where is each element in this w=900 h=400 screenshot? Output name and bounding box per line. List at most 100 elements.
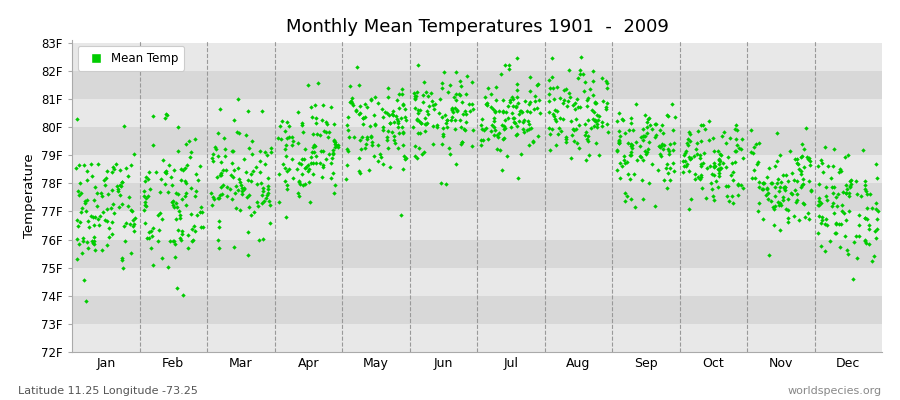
Point	[104, 169, 119, 176]
Point	[516, 126, 530, 132]
Point	[410, 62, 425, 68]
Point	[702, 118, 716, 124]
Point	[473, 122, 488, 128]
Point	[833, 166, 848, 172]
Point	[320, 128, 334, 135]
Point	[263, 220, 277, 226]
Point	[522, 121, 536, 128]
Point	[107, 210, 122, 216]
Point	[100, 206, 114, 212]
Point	[624, 152, 638, 158]
Point	[498, 117, 512, 123]
Point	[125, 208, 140, 214]
Point	[364, 139, 379, 146]
Point	[184, 211, 198, 218]
Point	[465, 79, 480, 86]
Point	[206, 150, 220, 157]
Point	[636, 196, 651, 202]
Point	[789, 156, 804, 162]
Point	[580, 103, 594, 110]
Point	[399, 117, 413, 124]
Point	[518, 98, 532, 104]
Point	[784, 190, 798, 196]
Point	[235, 185, 249, 191]
Point	[323, 160, 338, 166]
Point	[478, 94, 492, 100]
Point	[167, 254, 182, 260]
Point	[141, 229, 156, 235]
Bar	[72, 99, 882, 127]
Point	[787, 213, 801, 219]
Point	[657, 177, 671, 184]
Point	[392, 130, 407, 136]
Point	[146, 225, 160, 231]
Point	[506, 115, 520, 122]
Point	[687, 152, 701, 159]
Point	[586, 92, 600, 98]
Point	[382, 120, 397, 126]
Point	[158, 168, 172, 175]
Point	[340, 146, 355, 152]
Point	[143, 245, 157, 252]
Point	[255, 200, 269, 206]
Point	[794, 168, 808, 174]
Title: Monthly Mean Temperatures 1901  -  2009: Monthly Mean Temperatures 1901 - 2009	[285, 18, 669, 36]
Point	[273, 123, 287, 129]
Point	[359, 140, 374, 147]
Point	[375, 127, 390, 133]
Point	[327, 190, 341, 196]
Point	[181, 232, 195, 238]
Point	[814, 242, 829, 249]
Point	[362, 167, 376, 173]
Point	[115, 179, 130, 185]
Point	[280, 182, 294, 188]
Point	[766, 204, 780, 210]
Point	[761, 165, 776, 171]
Point	[495, 167, 509, 173]
Point	[824, 183, 839, 190]
Point	[137, 207, 151, 214]
Point	[246, 168, 260, 174]
Point	[689, 145, 704, 152]
Point	[364, 96, 378, 102]
Point	[858, 214, 872, 221]
Point	[712, 170, 726, 176]
Point	[682, 138, 697, 144]
Point	[102, 225, 116, 231]
Point	[772, 226, 787, 233]
Point	[324, 104, 338, 110]
Point	[755, 186, 770, 192]
Point	[320, 120, 334, 127]
Point	[306, 144, 320, 150]
Point	[389, 113, 403, 120]
Point	[395, 86, 410, 92]
Point	[724, 172, 738, 178]
Point	[716, 160, 731, 166]
Point	[781, 178, 796, 184]
Point	[394, 124, 409, 130]
Point	[86, 240, 100, 246]
Point	[641, 116, 655, 122]
Point	[278, 146, 293, 152]
Point	[329, 142, 344, 148]
Point	[206, 158, 220, 164]
Text: worldspecies.org: worldspecies.org	[788, 386, 882, 396]
Point	[386, 112, 400, 118]
Point	[320, 134, 335, 140]
Point	[493, 146, 508, 153]
Point	[526, 139, 540, 145]
Point	[160, 264, 175, 270]
Point	[179, 140, 194, 147]
Point	[799, 153, 814, 160]
Point	[100, 218, 114, 224]
Point	[729, 122, 743, 128]
Point	[446, 109, 460, 115]
Point	[408, 92, 422, 99]
Point	[761, 252, 776, 258]
Point	[211, 153, 225, 159]
Point	[491, 134, 505, 140]
Point	[138, 198, 152, 205]
Point	[814, 220, 828, 226]
Point	[100, 168, 114, 174]
Point	[189, 188, 203, 194]
